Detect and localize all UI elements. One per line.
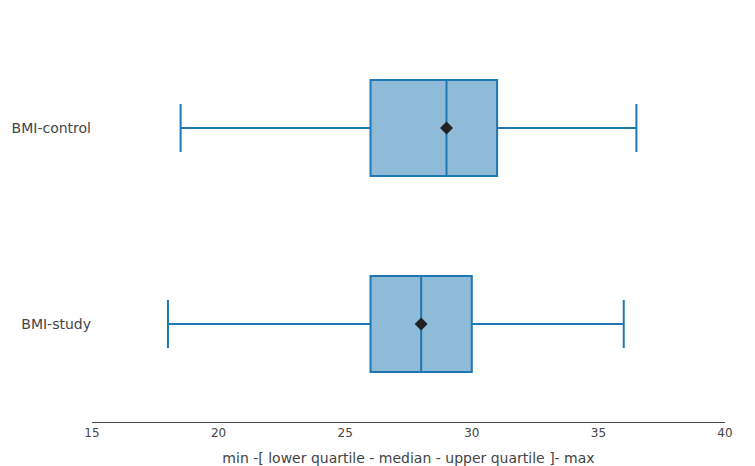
svg-text:20: 20 <box>211 426 226 440</box>
svg-text:min -[ lower quartile - median: min -[ lower quartile - median - upper q… <box>222 450 594 466</box>
svg-text:15: 15 <box>84 426 99 440</box>
svg-text:BMI-control: BMI-control <box>12 120 91 136</box>
svg-text:40: 40 <box>717 426 732 440</box>
svg-text:25: 25 <box>338 426 353 440</box>
svg-text:35: 35 <box>591 426 606 440</box>
svg-text:30: 30 <box>464 426 479 440</box>
svg-text:BMI-study: BMI-study <box>21 316 91 332</box>
